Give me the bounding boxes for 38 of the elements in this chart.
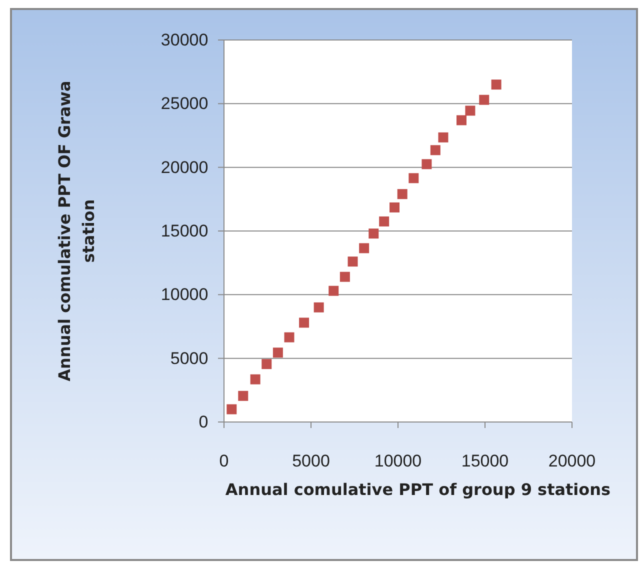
y-tick-label: 20000: [160, 158, 208, 177]
point: [314, 302, 324, 312]
point: [284, 332, 294, 342]
point: [479, 94, 490, 105]
point: [340, 272, 350, 282]
x-tick-label: 10000: [374, 452, 422, 471]
point: [262, 359, 272, 370]
y-tick-label: 15000: [160, 221, 208, 240]
x-axis-title: Annual comulative PPT of group 9 stations: [225, 480, 611, 499]
point: [272, 348, 283, 358]
y-tick-label: 5000: [170, 348, 208, 368]
point: [299, 318, 310, 328]
point: [359, 243, 370, 254]
y-axis-title: Annual comulative PPT OF Grawa station: [55, 80, 98, 382]
x-tick-label: 0: [219, 452, 229, 471]
point: [422, 159, 432, 170]
point: [368, 228, 379, 239]
point: [226, 404, 237, 414]
x-tick-label: 20000: [548, 452, 596, 471]
point: [430, 145, 440, 156]
point: [456, 115, 467, 126]
y-tick-label: 0: [198, 412, 208, 432]
point: [328, 286, 339, 296]
point: [250, 374, 260, 384]
y-tick-label: 10000: [160, 285, 208, 304]
point: [379, 216, 390, 226]
y-tick-label: 25000: [160, 94, 208, 114]
point: [465, 106, 476, 116]
point: [408, 173, 419, 184]
point: [348, 256, 358, 267]
point: [438, 132, 448, 142]
x-tick-label: 5000: [292, 452, 330, 471]
point: [238, 390, 248, 401]
point: [397, 189, 408, 200]
y-tick-label: 30000: [160, 30, 208, 50]
point: [390, 202, 400, 212]
x-tick-label: 15000: [461, 452, 509, 471]
point: [491, 80, 502, 90]
